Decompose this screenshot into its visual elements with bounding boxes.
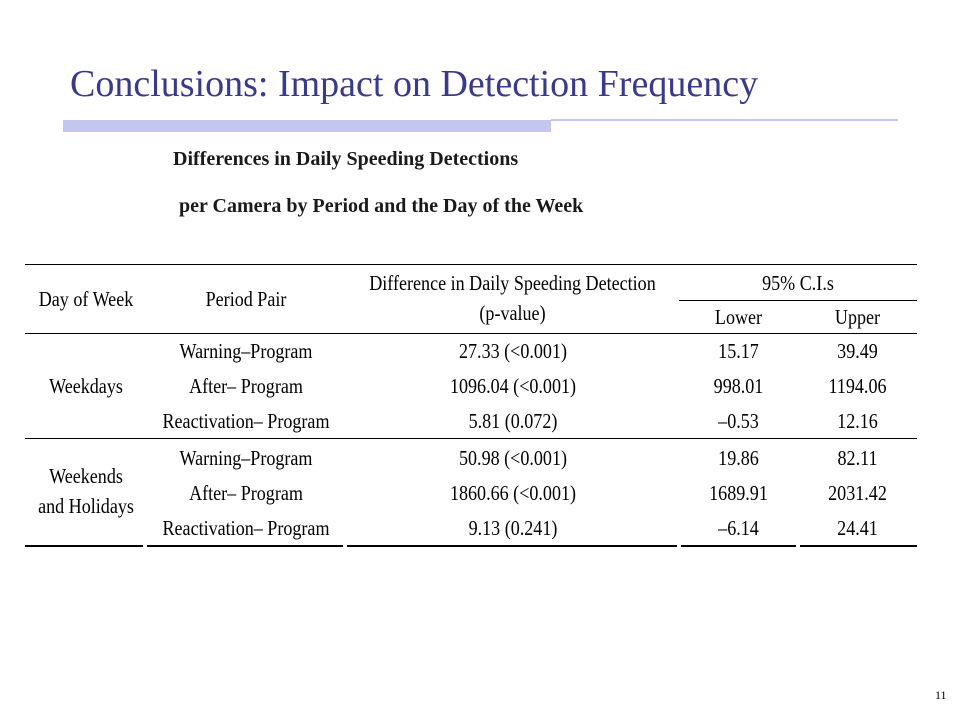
table-row-difference: 9.13 (0.241) [468, 516, 558, 540]
table-row-lower: 1689.91 [709, 481, 768, 505]
table-bottom-rule-upper [800, 545, 917, 547]
group-divider-rule [25, 438, 917, 439]
table-row-difference: 1860.66 (<0.001) [449, 481, 577, 505]
table-row-period-pair: Warning–Program [179, 446, 313, 470]
group-day-label: Weekends [49, 464, 123, 488]
header-difference: Difference in Daily Speeding Detection [369, 271, 656, 295]
table-row-period-pair: Warning–Program [179, 339, 313, 363]
title-underline-bar [63, 120, 551, 132]
header-period-pair: Period Pair [205, 287, 287, 311]
table-caption-line-2: per Camera by Period and the Day of the … [179, 195, 584, 217]
slide-title: Conclusions: Impact on Detection Frequen… [70, 63, 759, 105]
ci-header-rule [679, 300, 917, 301]
table-row-period-pair: Reactivation– Program [162, 516, 330, 540]
table-bottom-rule-lower [681, 545, 796, 547]
table-row-period-pair: Reactivation– Program [162, 409, 330, 433]
header-day-of-week: Day of Week [38, 287, 134, 311]
table-row-upper: 39.49 [837, 339, 878, 363]
table-row-lower: –0.53 [718, 409, 759, 433]
table-row-period-pair: After– Program [189, 481, 303, 505]
table-row-difference: 27.33 (<0.001) [458, 339, 568, 363]
title-underline-rule [551, 119, 898, 121]
table-row-lower: –6.14 [718, 516, 759, 540]
table-row-upper: 2031.42 [828, 481, 887, 505]
header-p-value: (p-value) [479, 301, 546, 325]
table-bottom-rule-pair [147, 545, 343, 547]
table-row-lower: 19.86 [718, 446, 759, 470]
group-day-label: Weekdays [49, 374, 123, 398]
header-bottom-rule [25, 333, 917, 334]
table-row-upper: 1194.06 [828, 374, 887, 398]
table-row-difference: 50.98 (<0.001) [458, 446, 568, 470]
table-row-period-pair: After– Program [189, 374, 303, 398]
table-top-rule [25, 264, 917, 265]
header-lower: Lower [714, 305, 763, 329]
table-row-difference: 1096.04 (<0.001) [449, 374, 577, 398]
table-bottom-rule-diff [347, 545, 677, 547]
table-row-lower: 15.17 [718, 339, 759, 363]
table-bottom-rule-day [25, 545, 143, 547]
header-upper: Upper [834, 305, 881, 329]
table-row-upper: 12.16 [837, 409, 878, 433]
table-row-upper: 24.41 [837, 516, 878, 540]
table-row-upper: 82.11 [837, 446, 878, 470]
table-caption-line-1: Differences in Daily Speeding Detections [173, 148, 519, 170]
group-day-label-line-2: and Holidays [38, 494, 134, 518]
page-number: 11 [935, 688, 947, 702]
table-row-difference: 5.81 (0.072) [468, 409, 558, 433]
table-row-lower: 998.01 [713, 374, 764, 398]
header-confidence-interval: 95% C.I.s [762, 271, 834, 295]
